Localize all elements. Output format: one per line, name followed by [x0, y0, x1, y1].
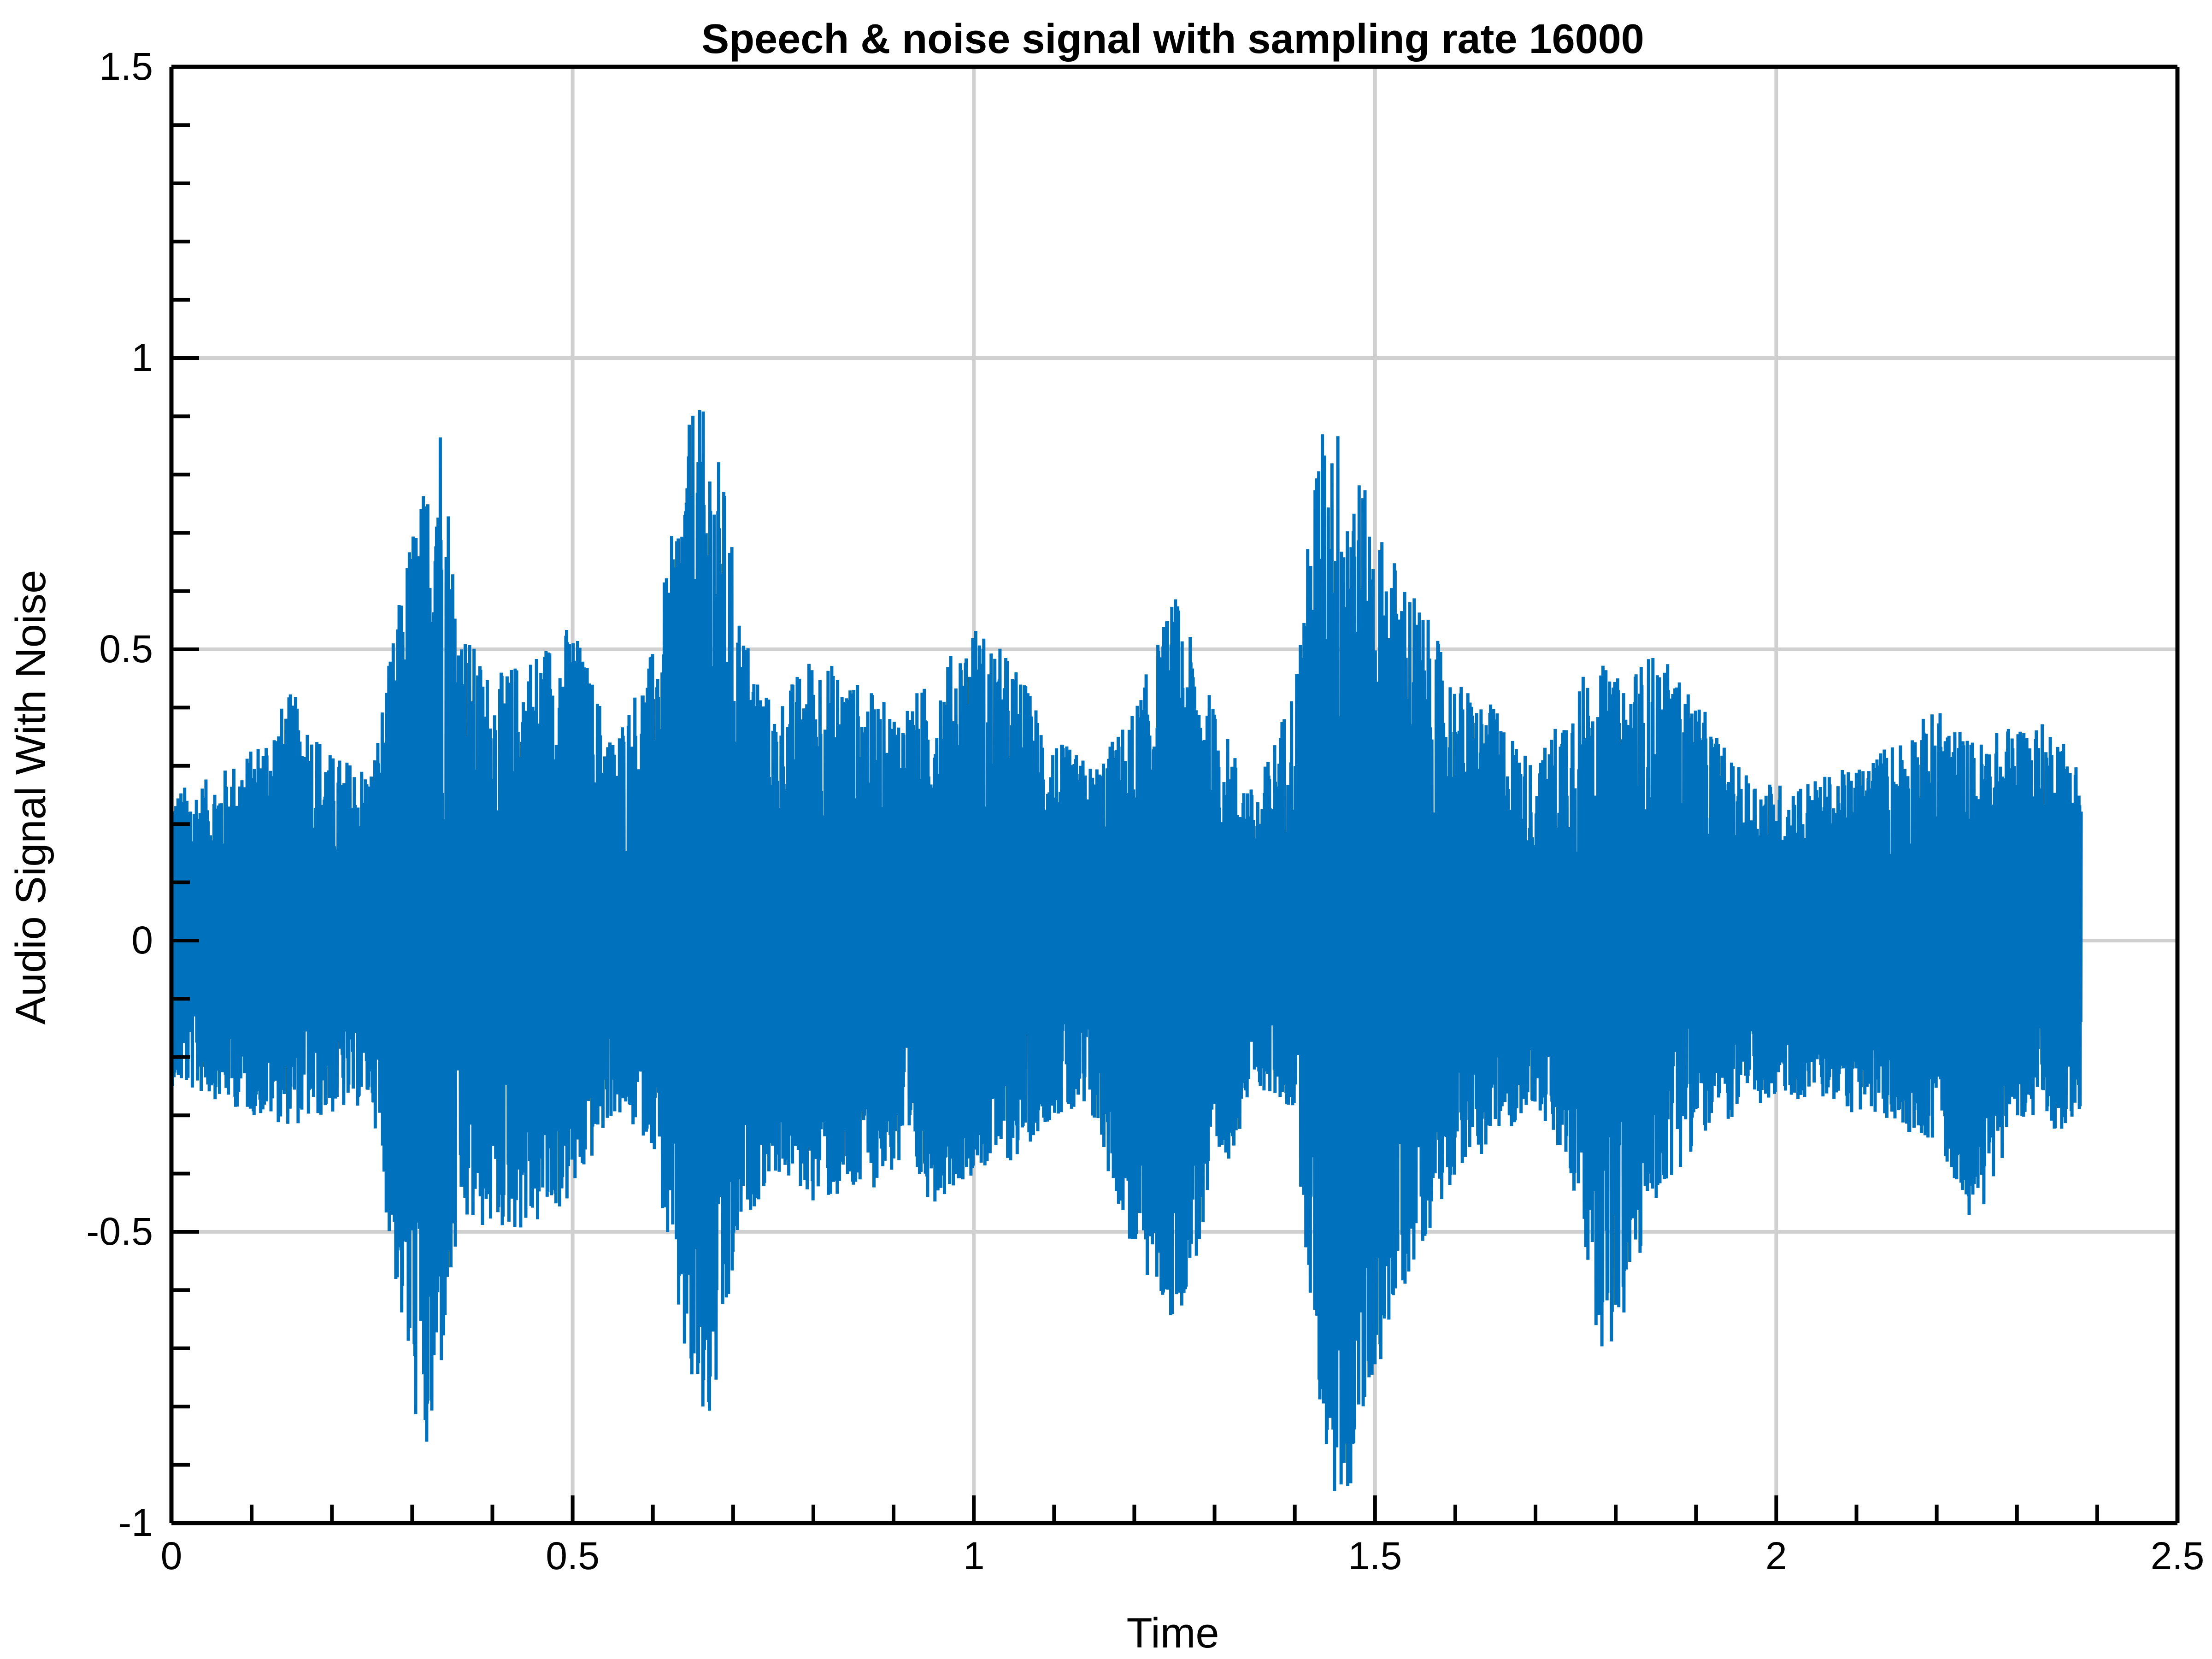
- x-tick-label: 2: [1765, 1534, 1787, 1577]
- y-tick-label: 0.5: [99, 627, 153, 671]
- axes: [169, 65, 2180, 1525]
- x-tick-label: 1.5: [1348, 1534, 1402, 1577]
- x-axis-label: Time: [1126, 1610, 1219, 1657]
- x-tick-label: 0: [161, 1534, 182, 1577]
- y-tick-label: 1: [131, 336, 153, 379]
- x-tick-label: 1: [963, 1534, 985, 1577]
- y-tick-label: -0.5: [86, 1210, 153, 1253]
- y-tick-label: 0: [131, 918, 153, 962]
- chart-title: Speech & noise signal with sampling rate…: [701, 16, 1644, 62]
- x-tick-label: 0.5: [546, 1534, 600, 1577]
- signal-series: [170, 410, 2083, 1491]
- y-tick-label: -1: [118, 1501, 153, 1544]
- signal-line: [170, 410, 2083, 1491]
- labels: Speech & noise signal with sampling rate…: [7, 16, 2204, 1657]
- y-axis-label: Audio Signal With Noise: [7, 570, 54, 1025]
- x-tick-label: 2.5: [2151, 1534, 2205, 1577]
- y-tick-label: 1.5: [99, 45, 153, 88]
